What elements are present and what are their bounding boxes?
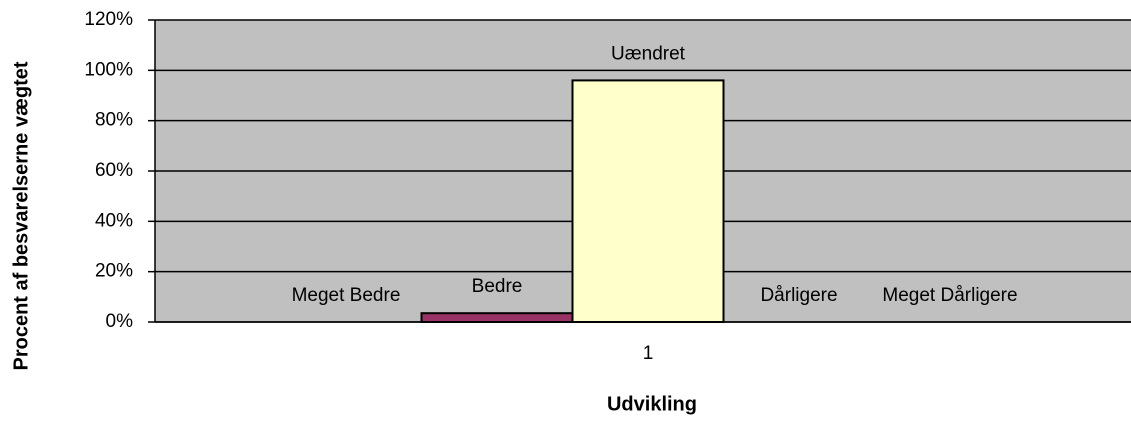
y-tick-label: 80% — [95, 110, 133, 131]
bar — [420, 312, 574, 324]
bar — [571, 79, 725, 324]
x-tick-label: 1 — [643, 343, 654, 364]
y-tick-label: 60% — [95, 160, 133, 181]
data-label: Meget Dårligere — [882, 285, 1017, 306]
y-tick-label: 20% — [95, 261, 133, 282]
x-axis-title: Udvikling — [607, 393, 697, 415]
y-tick-label: 0% — [106, 311, 134, 332]
y-tick-label: 40% — [95, 210, 133, 231]
y-tick-label: 120% — [84, 9, 133, 30]
data-label: Uændret — [611, 43, 686, 64]
data-label: Dårligere — [760, 285, 837, 306]
y-axis-title: Procent af besvarelserne vægtet — [10, 61, 32, 370]
y-tick-label: 100% — [84, 59, 133, 80]
data-label: Meget Bedre — [292, 285, 401, 306]
data-label: Bedre — [472, 276, 523, 297]
